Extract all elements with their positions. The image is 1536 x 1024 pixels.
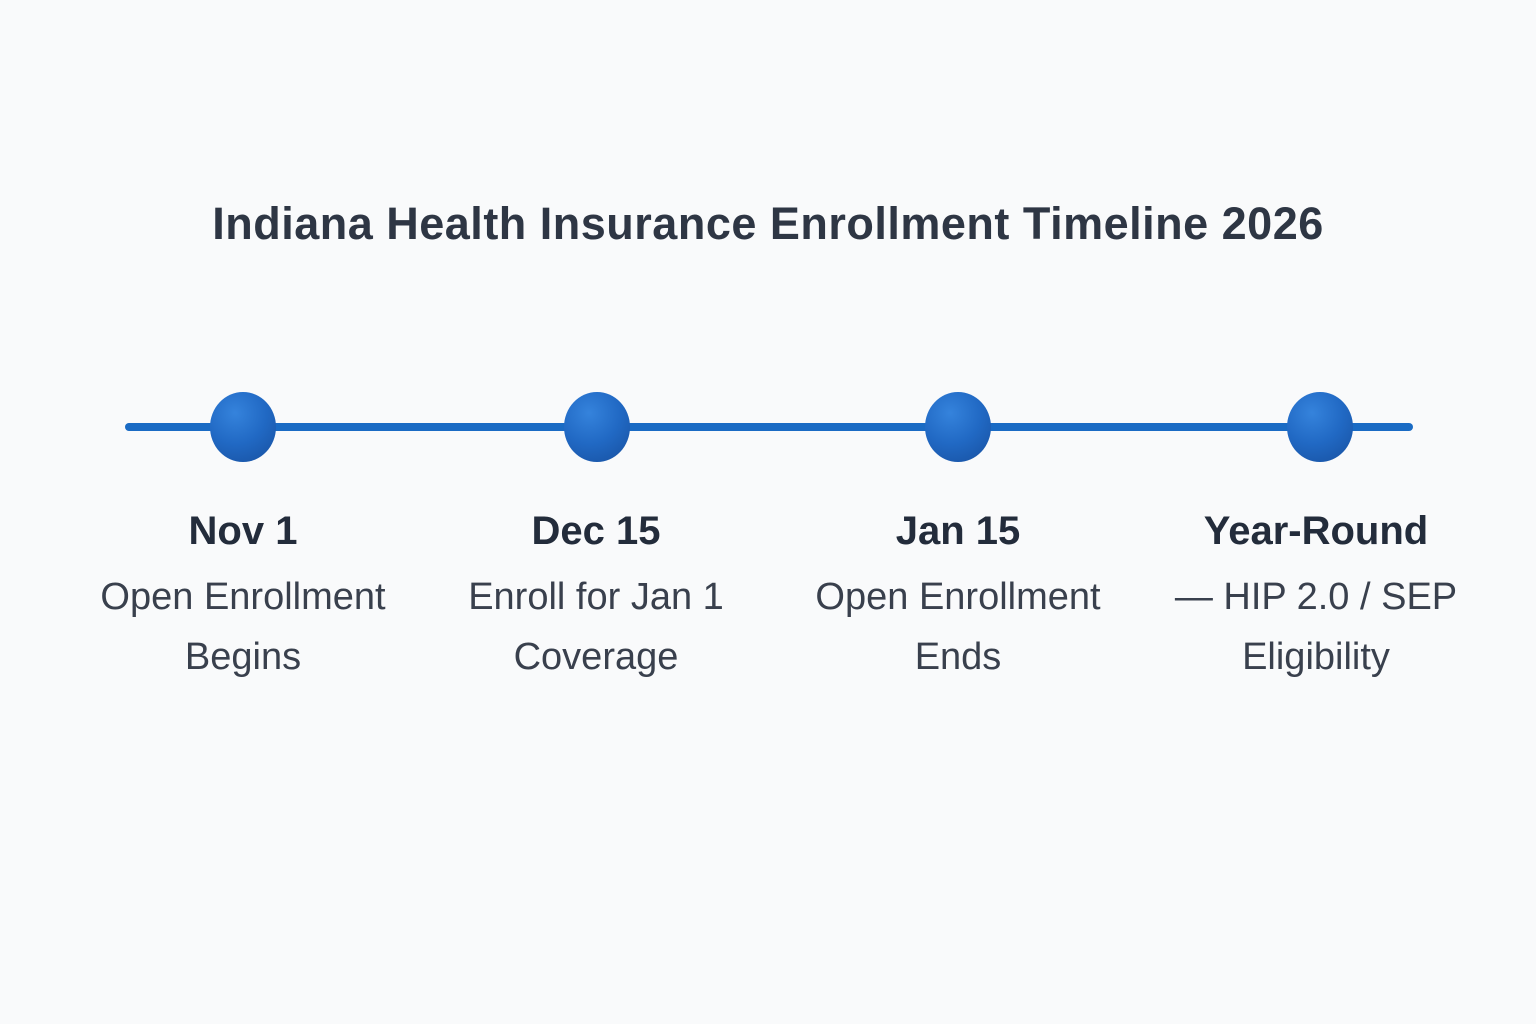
milestone-description: — HIP 2.0 / SEP Eligibility — [1174, 576, 1458, 678]
timeline-node-dec15 — [564, 392, 630, 462]
milestone-label-nov1: Nov 1 Open Enrollment Begins — [73, 505, 413, 687]
milestone-description: Enroll for Jan 1 Coverage — [468, 576, 724, 678]
timeline-axis-line — [125, 423, 1413, 431]
milestone-description: Open Enrollment Begins — [100, 576, 386, 678]
milestone-date: Nov 1 — [188, 509, 298, 553]
page-title: Indiana Health Insurance Enrollment Time… — [212, 198, 1324, 249]
milestone-label-jan15: Jan 15 Open Enrollment Ends — [788, 505, 1128, 687]
milestone-description: Open Enrollment Ends — [815, 576, 1101, 678]
timeline-node-jan15 — [925, 392, 991, 462]
milestone-label-dec15: Dec 15 Enroll for Jan 1 Coverage — [426, 505, 766, 687]
milestone-date: Jan 15 — [895, 509, 1021, 553]
timeline-node-year-round — [1287, 392, 1353, 462]
milestone-label-year-round: Year-Round — HIP 2.0 / SEP Eligibility — [1146, 505, 1486, 687]
timeline-node-nov1 — [210, 392, 276, 462]
milestone-date: Year-Round — [1203, 509, 1429, 553]
milestone-date: Dec 15 — [531, 509, 661, 553]
